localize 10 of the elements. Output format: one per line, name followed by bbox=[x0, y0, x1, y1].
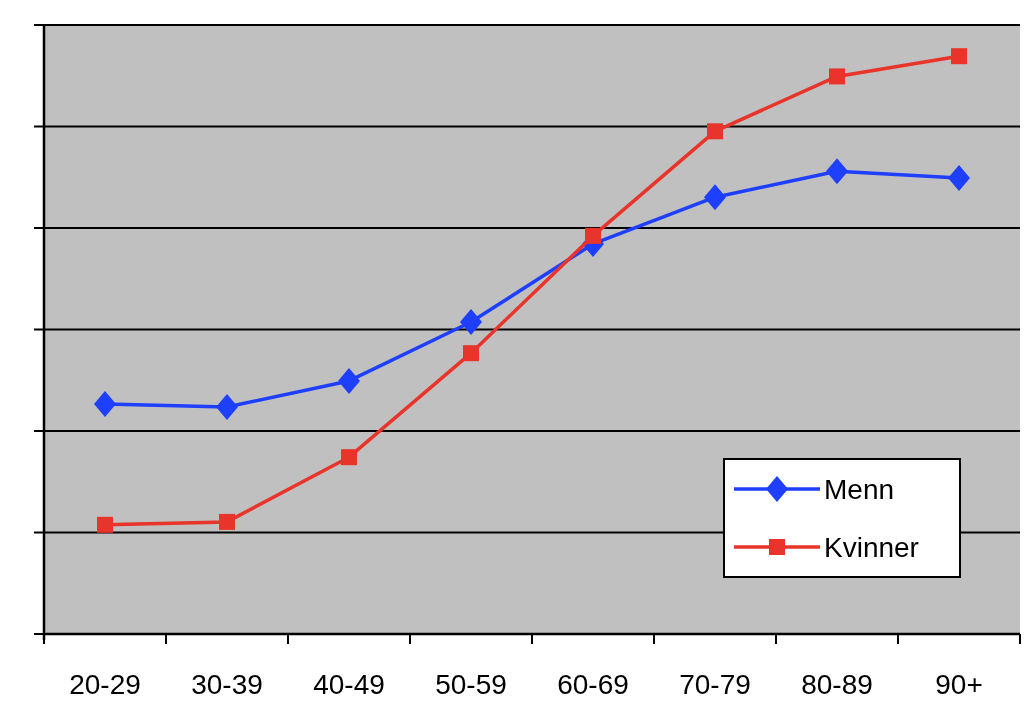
legend-label: Menn bbox=[824, 474, 895, 505]
x-tick-label: 50-59 bbox=[435, 669, 507, 700]
x-tick-label: 90+ bbox=[935, 669, 983, 700]
x-tick-label: 80-89 bbox=[801, 669, 873, 700]
x-tick-label: 70-79 bbox=[679, 669, 751, 700]
legend-label: Kvinner bbox=[824, 532, 919, 563]
x-tick-label: 40-49 bbox=[313, 669, 385, 700]
x-tick-label: 60-69 bbox=[557, 669, 629, 700]
x-tick-label: 20-29 bbox=[69, 669, 141, 700]
x-tick-label: 30-39 bbox=[191, 669, 263, 700]
